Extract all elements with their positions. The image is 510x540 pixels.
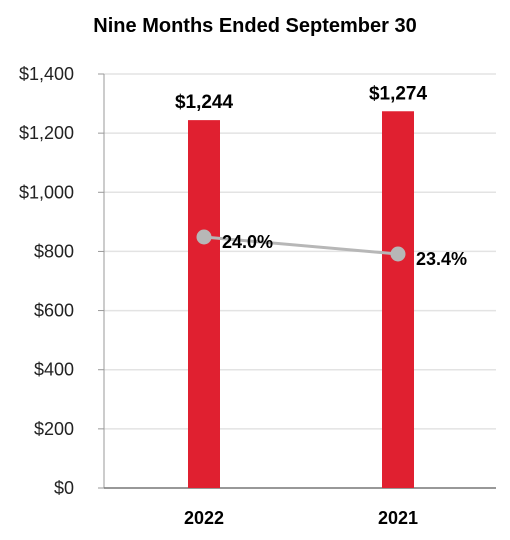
line-segment	[203, 235, 399, 256]
y-tick-label: $1,000	[19, 182, 74, 202]
y-tick-label: $1,200	[19, 123, 74, 143]
y-tick-label: $600	[34, 301, 74, 321]
x-tick-label: 2021	[378, 508, 418, 528]
bar-value-label: $1,244	[175, 92, 234, 113]
y-tick-label: $1,400	[19, 64, 74, 84]
bar	[188, 120, 220, 488]
y-tick-label: $400	[34, 360, 74, 380]
y-tick-label: $800	[34, 241, 74, 261]
y-tick-label: $200	[34, 419, 74, 439]
y-tick-label: $0	[54, 478, 74, 498]
line-value-label: 23.4%	[416, 249, 467, 269]
line-point	[196, 229, 212, 245]
bars	[188, 111, 414, 488]
x-tick-label: 2022	[184, 508, 224, 528]
bar-value-label: $1,274	[369, 83, 428, 104]
labels: $1,244 2022 $1,274 2021	[175, 83, 428, 528]
line-point	[390, 246, 406, 262]
chart-title: Nine Months Ended September 30	[93, 15, 416, 37]
gridlines	[104, 73, 496, 430]
line-series: 24.0% 23.4%	[196, 229, 467, 269]
y-axis-ticks: $0 $200 $400 $600 $800 $1,000 $1,200 $1,400	[19, 64, 104, 498]
bar	[382, 111, 414, 488]
line-value-label: 24.0%	[222, 232, 273, 252]
